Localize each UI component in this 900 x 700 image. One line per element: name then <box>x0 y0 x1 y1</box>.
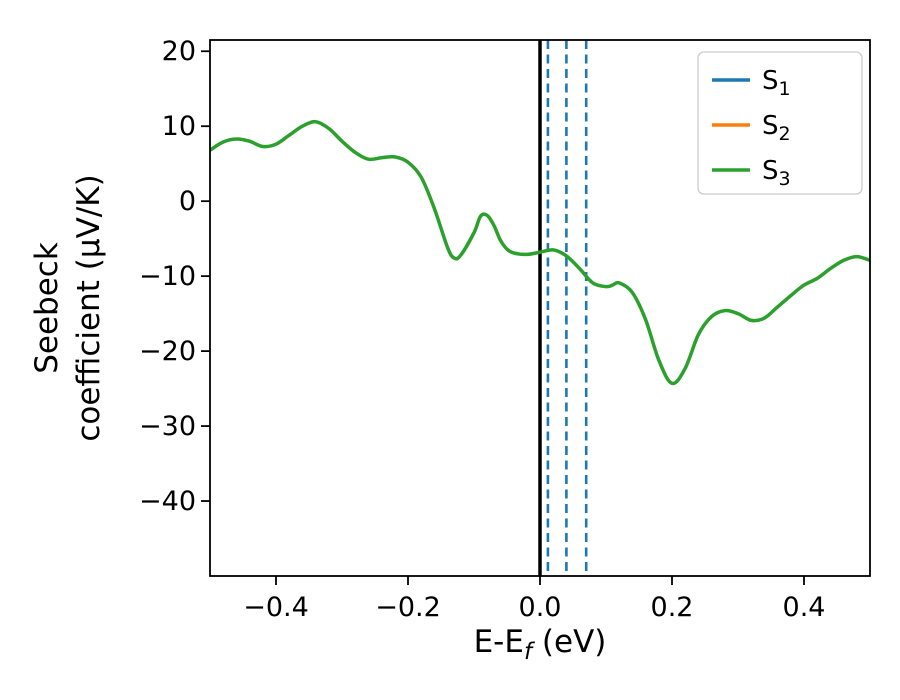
legend-box <box>697 51 863 195</box>
y-axis-label-line1: Seebeck <box>29 242 65 374</box>
y-tick-label: −30 <box>139 411 196 442</box>
x-tick-label: −0.2 <box>375 592 441 623</box>
vertical-lines-layer <box>538 40 588 576</box>
y-axis-label-line2: coefficient (μV/K) <box>71 174 107 441</box>
axis-labels-layer: E-Ef (eV) Seebeck coefficient (μV/K) <box>29 174 606 665</box>
legend-label-s3: S3 <box>762 156 791 190</box>
y-tick-label: 0 <box>179 186 196 217</box>
series-curve-s3 <box>210 119 870 386</box>
legend: S1 S2 S3 <box>697 51 863 195</box>
x-axis-label: E-Ef (eV) <box>474 624 607 665</box>
y-tick-label: −10 <box>139 261 196 292</box>
y-tick-label: −40 <box>139 486 196 517</box>
x-tick-label: 0.4 <box>783 592 826 623</box>
x-tick-label: −0.4 <box>243 592 309 623</box>
ticks-layer: −0.4 −0.2 0.0 0.2 0.4 20 10 0 −10 −20 −30 −40 <box>139 36 825 623</box>
y-tick-label: 10 <box>162 111 196 142</box>
series-layer <box>210 119 870 386</box>
legend-label-s1: S1 <box>762 66 791 100</box>
x-tick-label: 0.2 <box>651 592 694 623</box>
legend-label-s2: S2 <box>762 111 791 145</box>
y-tick-label: 20 <box>162 36 196 67</box>
x-tick-label: 0.0 <box>519 592 562 623</box>
y-tick-label: −20 <box>139 336 196 367</box>
